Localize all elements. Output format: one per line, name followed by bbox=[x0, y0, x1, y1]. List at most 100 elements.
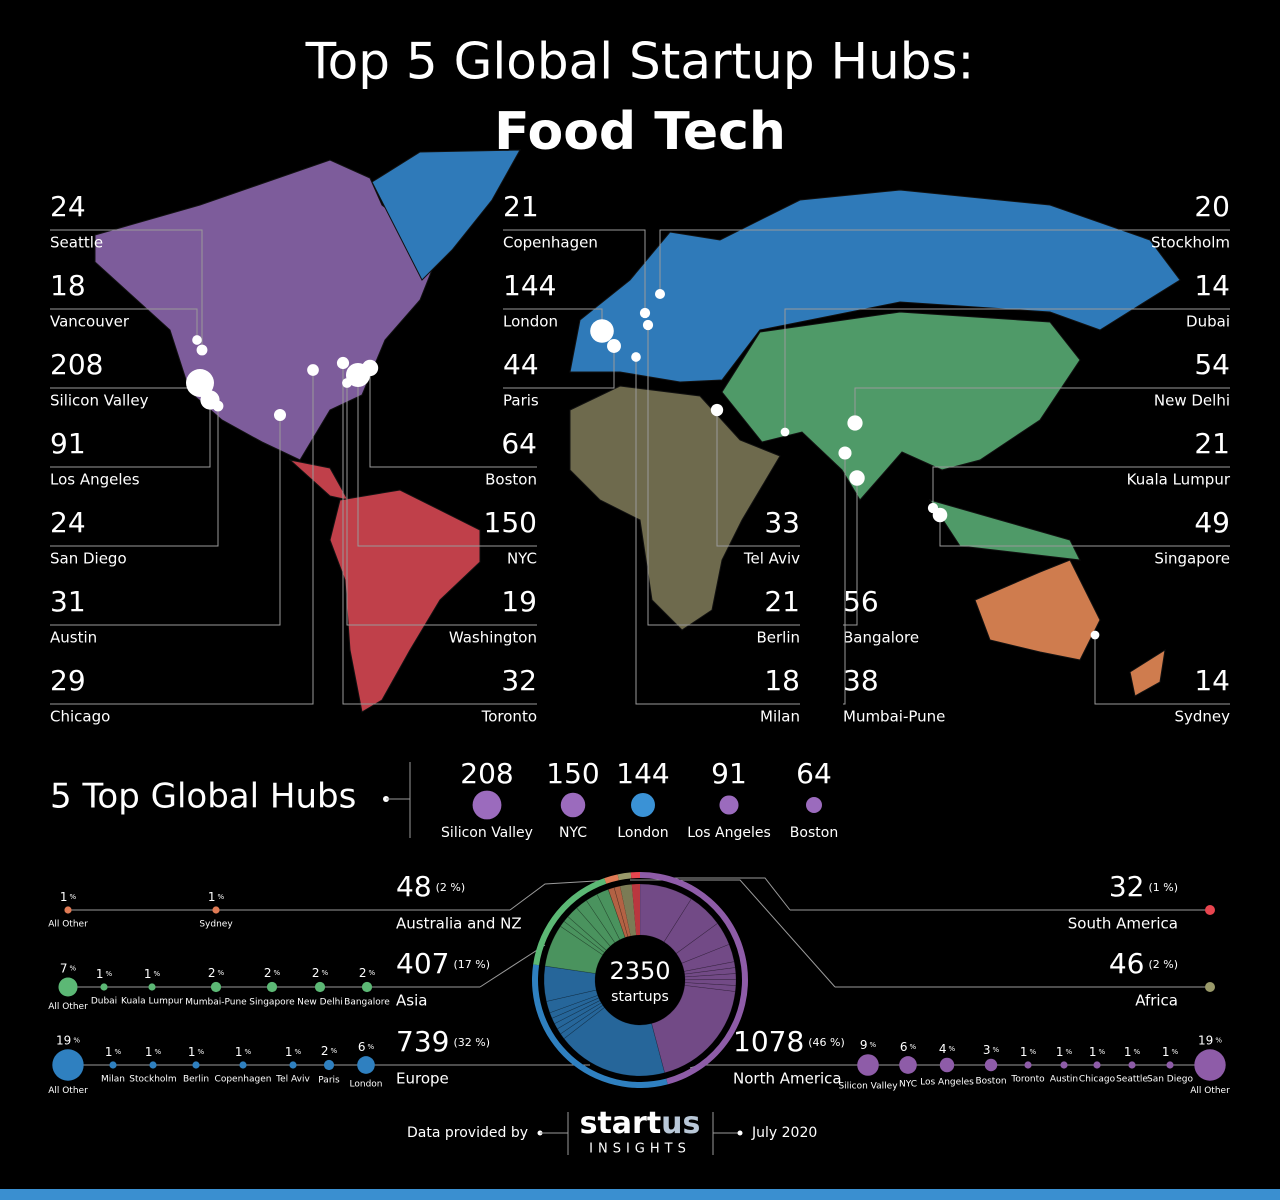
pct-sign: % bbox=[1171, 1048, 1178, 1056]
donut-slice bbox=[613, 885, 632, 938]
hub-bubble bbox=[472, 790, 502, 820]
share-pct: 1% bbox=[208, 890, 225, 904]
connector bbox=[843, 478, 858, 626]
share-dot bbox=[314, 981, 326, 993]
pct-sign: % bbox=[1065, 1048, 1072, 1056]
asia bbox=[721, 311, 1081, 501]
city-value: 24 bbox=[50, 506, 86, 539]
city-name: Tel Aviv bbox=[743, 550, 800, 568]
city-dot bbox=[192, 335, 202, 345]
donut-slice bbox=[563, 1007, 665, 1077]
share-pct: 19% bbox=[1198, 1033, 1222, 1047]
share-name: Austin bbox=[1050, 1075, 1078, 1085]
city-value: 38 bbox=[843, 664, 879, 697]
pct-sign: % bbox=[321, 969, 328, 977]
share-name: All Other bbox=[48, 1086, 88, 1096]
share-pct: 9% bbox=[860, 1038, 877, 1052]
share-dot bbox=[109, 1061, 117, 1069]
connector bbox=[635, 357, 800, 705]
hub-value: 208 bbox=[460, 757, 513, 790]
share-pct: 1% bbox=[60, 890, 77, 904]
city-value: 56 bbox=[843, 585, 879, 618]
hub-value: 150 bbox=[546, 757, 599, 790]
share-pct: 1% bbox=[1020, 1045, 1037, 1059]
share-dot bbox=[357, 1056, 375, 1074]
donut-slice bbox=[607, 887, 629, 938]
share-pct: 1% bbox=[1056, 1045, 1073, 1059]
city-name: London bbox=[503, 313, 558, 331]
share-dot bbox=[212, 906, 220, 914]
share-pct: 2% bbox=[264, 965, 281, 979]
city-value: 91 bbox=[50, 427, 86, 460]
australia bbox=[974, 559, 1101, 661]
pct-number: 1 bbox=[145, 1045, 153, 1059]
share-dot bbox=[899, 1056, 917, 1074]
city-dot bbox=[849, 470, 865, 486]
share-dot bbox=[289, 1061, 297, 1069]
city-value: 150 bbox=[484, 506, 537, 539]
share-dot bbox=[984, 1058, 998, 1072]
donut-ring bbox=[533, 878, 607, 966]
share-name: Toronto bbox=[1010, 1075, 1045, 1085]
hub-bubble bbox=[719, 795, 739, 815]
africa bbox=[569, 385, 781, 631]
hub-name: London bbox=[617, 825, 668, 841]
pct-number: 7 bbox=[60, 961, 68, 975]
city-dot bbox=[1090, 630, 1100, 640]
share-name: Berlin bbox=[183, 1075, 209, 1085]
city-name: Stockholm bbox=[1151, 234, 1230, 252]
city-dot bbox=[307, 364, 319, 376]
region-number: 48 bbox=[396, 870, 432, 903]
pct-sign: % bbox=[244, 1048, 251, 1056]
region-dot bbox=[1205, 982, 1215, 992]
city-value: 29 bbox=[50, 664, 86, 697]
city-value: 14 bbox=[1194, 269, 1230, 302]
region-name: South America bbox=[1068, 915, 1178, 933]
city-dot bbox=[932, 507, 948, 523]
connector bbox=[784, 308, 1230, 432]
city-value: 24 bbox=[50, 190, 86, 223]
donut-ring bbox=[532, 964, 668, 1088]
share-name: All Other bbox=[48, 920, 88, 930]
city-value: 21 bbox=[1194, 427, 1230, 460]
region-dot bbox=[1205, 905, 1215, 915]
pct-sign: % bbox=[114, 1048, 121, 1056]
connector bbox=[716, 410, 800, 547]
share-name: London bbox=[350, 1079, 383, 1089]
region-value: 739 (32 %) bbox=[396, 1025, 490, 1058]
city-value: 20 bbox=[1194, 190, 1230, 223]
donut-hole bbox=[596, 936, 684, 1024]
city-value: 44 bbox=[503, 348, 539, 381]
city-dot bbox=[607, 339, 621, 353]
city-name: Copenhagen bbox=[503, 234, 598, 252]
connector bbox=[843, 453, 846, 705]
share-pct: 6% bbox=[358, 1040, 375, 1054]
hub-name: NYC bbox=[559, 825, 587, 841]
share-pct: 2% bbox=[359, 965, 376, 979]
logo-tagline: INSIGHTS bbox=[589, 1142, 691, 1157]
city-value: 31 bbox=[50, 585, 86, 618]
share-dot bbox=[266, 981, 278, 993]
pct-sign: % bbox=[69, 893, 76, 901]
donut-total-label: startups bbox=[611, 989, 669, 1005]
connector bbox=[50, 415, 281, 626]
share-dot bbox=[64, 906, 72, 914]
city-value: 32 bbox=[501, 664, 537, 697]
connector bbox=[342, 363, 537, 705]
hub-value: 64 bbox=[796, 757, 832, 790]
region-number: 407 bbox=[396, 947, 449, 980]
pct-sign: % bbox=[367, 1043, 374, 1051]
share-dot bbox=[149, 1061, 157, 1069]
share-dot bbox=[939, 1057, 955, 1073]
city-name: NYC bbox=[507, 550, 537, 568]
logo-start: start bbox=[580, 1106, 662, 1141]
share-pct: 1% bbox=[105, 1045, 122, 1059]
city-dot bbox=[838, 446, 852, 460]
city-name: Chicago bbox=[50, 708, 110, 726]
city-dot bbox=[847, 415, 863, 431]
city-dot bbox=[336, 356, 350, 370]
pct-sign: % bbox=[69, 964, 76, 972]
city-value: 21 bbox=[503, 190, 539, 223]
pct-sign: % bbox=[217, 969, 224, 977]
region-value: 48 (2 %) bbox=[396, 870, 465, 903]
